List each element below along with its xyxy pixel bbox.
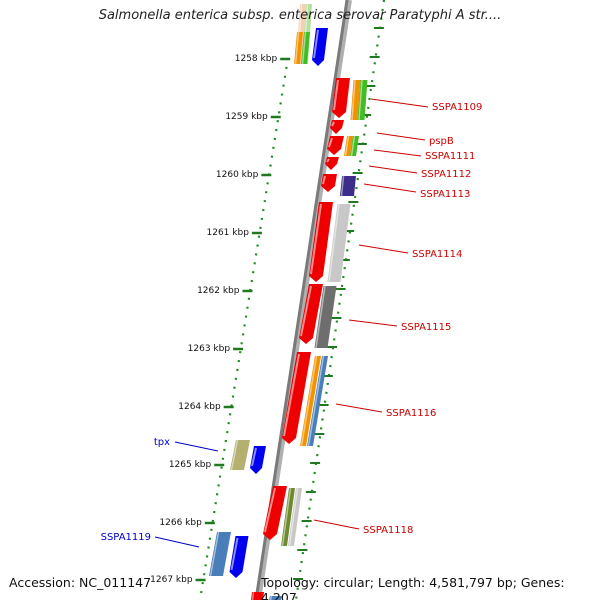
gene-shine — [294, 31, 300, 65]
gene-shine — [331, 121, 335, 127]
gene-sspa1119-steel[interactable] — [209, 532, 231, 576]
gene-tpx-olive[interactable] — [230, 440, 250, 470]
gene-shine — [269, 595, 273, 600]
gene-sspa1114[interactable] — [309, 202, 333, 282]
genome-summary: Topology: circular; Length: 4,581,797 bp… — [261, 575, 565, 600]
gene-label[interactable]: SSPA1116 — [386, 408, 436, 419]
gene-shine — [251, 447, 257, 467]
gene-shine — [313, 29, 319, 59]
callout-leader — [370, 98, 429, 108]
gene-shine — [300, 355, 318, 447]
ruler-label: 1259 kbp — [225, 112, 268, 122]
gene-shine — [344, 135, 350, 157]
gene-sspa1119[interactable] — [229, 536, 249, 578]
gene-shine — [315, 285, 326, 349]
callout-leader — [335, 403, 383, 413]
gene-sspa1118[interactable] — [263, 486, 287, 540]
gene-shine — [350, 135, 356, 157]
map-title: Salmonella enterica subsp. enterica sero… — [98, 8, 502, 23]
ruler-label: 1262 kbp — [197, 286, 240, 296]
ruler-label: 1263 kbp — [188, 344, 231, 354]
callout-leader — [358, 244, 409, 254]
gene-sspa1114-gray[interactable] — [327, 204, 351, 282]
gene-label[interactable]: tpx — [154, 437, 170, 448]
gene-label[interactable]: SSPA1118 — [363, 525, 413, 536]
gene-label[interactable]: pspB — [429, 136, 454, 147]
gene-label[interactable]: SSPA1111 — [425, 151, 475, 162]
gene-shine — [288, 487, 299, 547]
track-guide-line — [198, 57, 290, 600]
ruler-label: 1258 kbp — [235, 54, 278, 64]
gene-shine — [209, 531, 220, 577]
callout-leader — [174, 441, 219, 452]
callout-leader — [373, 149, 422, 157]
gene-shine — [230, 439, 239, 471]
gene-sspa1115[interactable] — [299, 284, 323, 344]
gene-shine — [326, 158, 330, 163]
gene-shine — [351, 79, 356, 121]
gene-bottom-red[interactable] — [251, 592, 264, 600]
gene-label[interactable]: SSPA1119 — [101, 532, 151, 543]
callout-leader — [154, 536, 200, 548]
gene-sspa1113-purple[interactable] — [340, 176, 356, 196]
gene-shine — [251, 591, 255, 600]
gene-shine — [358, 79, 363, 121]
gene-top-blue[interactable] — [312, 28, 328, 66]
gene-label[interactable]: SSPA1115 — [401, 322, 451, 333]
callout-leader — [376, 132, 426, 141]
track-guide-line — [294, 0, 386, 600]
gene-sspa1112[interactable] — [325, 157, 339, 170]
callout-leader — [368, 165, 418, 174]
gene-pspb[interactable] — [330, 120, 344, 134]
gene-shine — [230, 537, 239, 571]
callout-leader — [313, 519, 360, 530]
ruler-label: 1266 kbp — [159, 518, 202, 528]
gene-sspa1115-gray[interactable] — [314, 286, 337, 348]
ruler-label: 1265 kbp — [169, 460, 212, 470]
gene-shine — [307, 355, 325, 447]
ruler-label: 1260 kbp — [216, 170, 259, 180]
gene-shine — [281, 487, 292, 547]
callout-leader — [363, 183, 417, 193]
gene-shine — [301, 31, 307, 65]
ruler-label: 1267 kbp — [150, 575, 193, 585]
gene-sspa1116[interactable] — [282, 352, 311, 444]
callout-leader — [348, 319, 398, 327]
gene-shine — [310, 203, 322, 275]
ruler-label: 1264 kbp — [178, 402, 221, 412]
gene-label[interactable]: SSPA1112 — [421, 169, 471, 180]
gene-shine — [283, 353, 300, 437]
gene-shine — [328, 137, 333, 148]
gene-label[interactable]: SSPA1114 — [412, 249, 462, 260]
gene-shine — [333, 79, 339, 111]
gene-label[interactable]: SSPA1109 — [432, 102, 482, 113]
gene-shine — [300, 285, 312, 337]
gene-bottom-blue[interactable] — [269, 596, 282, 600]
gene-shine — [340, 175, 345, 197]
gene-shine — [264, 487, 276, 533]
ruler-label: 1261 kbp — [207, 228, 250, 238]
accession-label: Accession: NC_011147 — [9, 575, 152, 590]
gene-shine — [328, 203, 340, 283]
gene-shine — [322, 175, 326, 185]
gene-label[interactable]: SSPA1113 — [420, 189, 470, 200]
